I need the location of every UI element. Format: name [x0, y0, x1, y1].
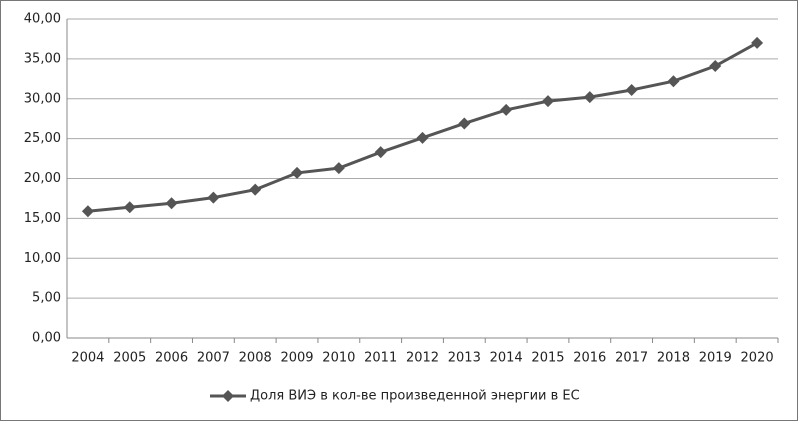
x-tick-label: 2005: [113, 351, 146, 366]
legend-marker: [222, 390, 234, 402]
point-marker: [291, 166, 304, 179]
x-tick-label: 2020: [741, 351, 774, 366]
y-tick-label: 15,00: [24, 211, 61, 226]
x-tick-label: 2008: [239, 351, 272, 366]
point-marker: [81, 205, 94, 218]
point-marker: [374, 146, 387, 159]
y-tick-label: 25,00: [24, 131, 61, 146]
legend-label: Доля ВИЭ в кол-ве произведенной энергии …: [250, 389, 580, 404]
y-tick-label: 35,00: [24, 51, 61, 66]
point-marker: [207, 191, 220, 204]
x-tick-label: 2014: [490, 351, 523, 366]
y-tick-label: 10,00: [24, 251, 61, 266]
point-marker: [332, 162, 345, 175]
y-tick-label: 20,00: [24, 171, 61, 186]
point-marker: [667, 75, 680, 88]
point-marker: [709, 60, 722, 73]
point-marker: [625, 83, 638, 96]
x-tick-label: 2011: [364, 351, 397, 366]
point-marker: [541, 95, 554, 108]
x-tick-label: 2017: [615, 351, 648, 366]
point-marker: [500, 103, 513, 116]
x-tick-label: 2019: [699, 351, 732, 366]
y-tick-label: 5,00: [32, 291, 61, 306]
point-marker: [416, 131, 429, 144]
x-tick-label: 2016: [573, 351, 606, 366]
x-tick-label: 2012: [406, 351, 439, 366]
x-tick-label: 2009: [280, 351, 313, 366]
y-tick-label: 40,00: [24, 12, 61, 27]
x-tick-label: 2015: [531, 351, 564, 366]
x-tick-label: 2018: [657, 351, 690, 366]
y-tick-label: 0,00: [32, 331, 61, 346]
point-marker: [123, 201, 136, 214]
point-marker: [751, 36, 764, 49]
point-marker: [583, 91, 596, 104]
x-tick-label: 2007: [197, 351, 230, 366]
x-tick-label: 2004: [71, 351, 104, 366]
y-tick-label: 30,00: [24, 91, 61, 106]
point-marker: [249, 183, 262, 196]
point-marker: [165, 197, 178, 210]
x-tick-label: 2010: [322, 351, 355, 366]
point-marker: [458, 117, 471, 130]
x-tick-label: 2006: [155, 351, 188, 366]
x-tick-label: 2013: [448, 351, 481, 366]
